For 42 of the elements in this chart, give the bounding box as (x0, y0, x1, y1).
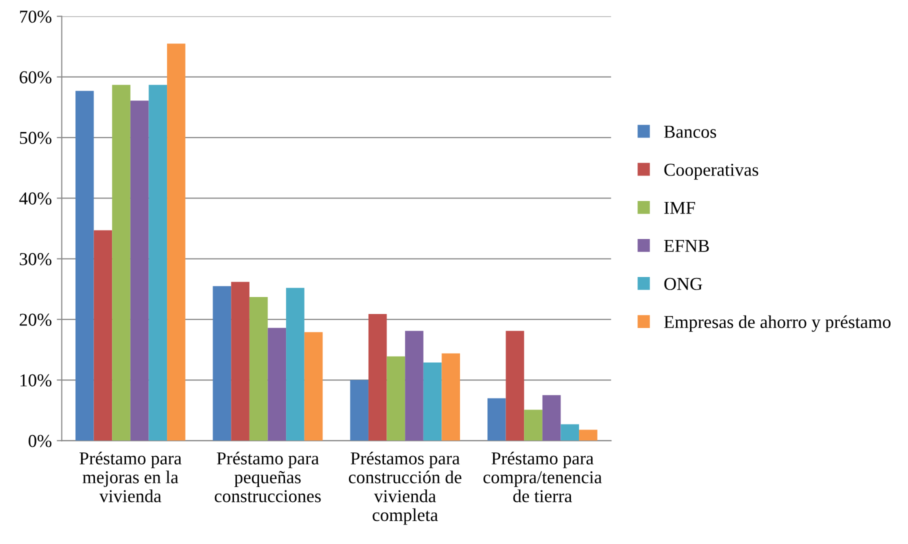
x-tick-label: Préstamo para pequeñas construcciones (214, 452, 321, 502)
bar (487, 398, 506, 441)
legend-label: IMF (664, 202, 696, 214)
bar (212, 286, 232, 441)
legend-label: Bancos (664, 126, 716, 138)
bar (386, 356, 406, 441)
bar (94, 230, 112, 441)
bar (112, 84, 130, 441)
bar (560, 424, 580, 441)
bar (249, 296, 268, 441)
y-tick-label: 20% (20, 314, 52, 326)
x-tick-label: Préstamo para compra/tenencia de tierra (483, 452, 602, 502)
bar (130, 100, 149, 441)
bar (304, 332, 323, 441)
bar (231, 282, 250, 441)
bar (167, 44, 186, 441)
bar (423, 362, 442, 441)
legend-label: ONG (664, 278, 702, 290)
y-tick-label: 30% (20, 253, 52, 266)
legend-label: Empresas de ahorro y préstamo (664, 315, 891, 332)
y-tick-label: 10% (20, 374, 52, 387)
bar (542, 395, 561, 441)
y-tick-label: 0% (28, 434, 52, 448)
y-tick-label: 50% (20, 132, 52, 144)
y-tick-label: 70% (20, 10, 52, 23)
bar (442, 353, 460, 441)
bar (405, 330, 424, 441)
bar (350, 380, 368, 441)
legend-label: Cooperativas (664, 164, 758, 180)
x-tick-label: Préstamos para construcción de vivienda completa (348, 452, 462, 525)
bar (506, 330, 524, 441)
bar (524, 410, 542, 441)
y-tick-label: 40% (19, 192, 52, 205)
legend-label: EFNB (664, 240, 709, 252)
bar (148, 84, 168, 441)
y-tick-label: 60% (20, 71, 52, 84)
bar (268, 328, 286, 441)
bar (368, 314, 387, 441)
x-tick-label: Préstamo para mejoras en la vivienda (80, 452, 182, 502)
bar (579, 430, 598, 441)
bar (286, 288, 304, 441)
bar (75, 90, 94, 441)
